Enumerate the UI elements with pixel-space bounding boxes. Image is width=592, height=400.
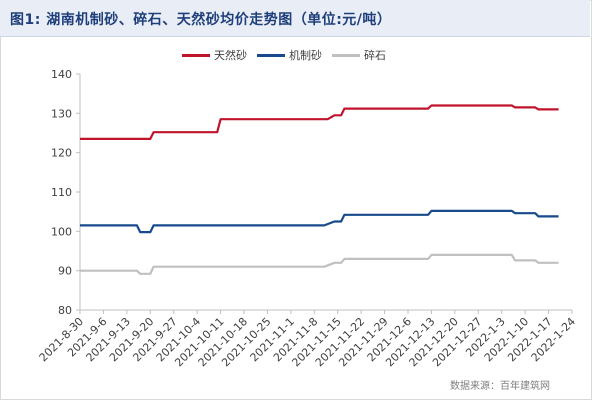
legend-label: 碎石 [364, 49, 386, 62]
legend-item-gravel: 碎石 [332, 47, 386, 63]
legend-label: 天然砂 [214, 49, 247, 62]
legend-label: 机制砂 [289, 49, 322, 62]
series-line-machine-sand [80, 209, 559, 234]
legend-swatch [182, 53, 210, 57]
y-tick-label: 90 [58, 265, 72, 278]
series-line-natural-sand [80, 104, 559, 140]
series-line-gravel [80, 253, 559, 275]
y-tick-label: 110 [51, 186, 72, 199]
y-tick-label: 140 [51, 68, 72, 81]
legend-swatch [257, 53, 285, 57]
y-tick-label: 120 [51, 147, 72, 160]
legend-swatch [332, 53, 360, 57]
legend-item-machine-sand: 机制砂 [257, 47, 322, 63]
chart-title: 图1: 湖南机制砂、碎石、天然砂均价走势图（单位:元/吨） [10, 12, 392, 28]
y-tick-label: 80 [58, 304, 72, 317]
y-tick-label: 100 [51, 225, 72, 238]
source-note: 数据来源：百年建筑网 [450, 381, 550, 392]
legend-item-natural-sand: 天然砂 [182, 47, 247, 63]
title-bar: 图1: 湖南机制砂、碎石、天然砂均价走势图（单位:元/吨） [0, 0, 590, 37]
y-tick-label: 130 [51, 107, 72, 120]
legend: 天然砂 机制砂 碎石 [182, 47, 386, 63]
